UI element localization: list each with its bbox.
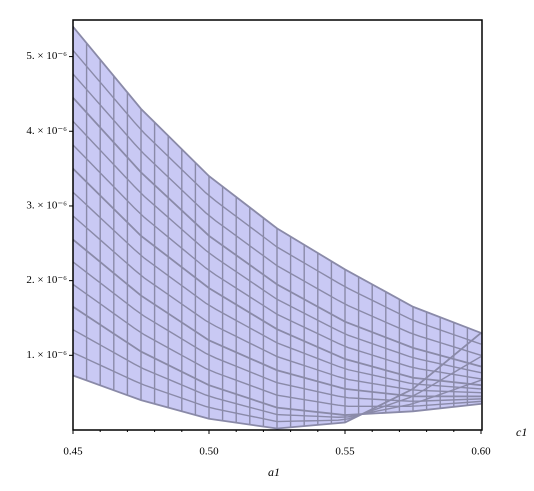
x-tick-label: 0.55: [335, 446, 355, 458]
surface-slice: [72, 97, 482, 368]
surface-slice: [72, 26, 482, 334]
x-axis-title: a1: [268, 465, 280, 479]
y-tick-label: 4. × 10⁻⁶: [26, 125, 67, 137]
y-tick-label: 5. × 10⁻⁶: [26, 50, 67, 62]
x-tick-label: 0.60: [471, 446, 491, 458]
z-axis-title: c1: [516, 425, 527, 439]
surface: [72, 25, 482, 430]
x-tick-label: 0.45: [63, 446, 83, 458]
surface-slice: [72, 332, 482, 430]
surface-slice: [72, 238, 481, 398]
surface-slice: [72, 167, 482, 387]
y-tick-label: 1. × 10⁻⁶: [26, 349, 67, 361]
y-tick-label: 2. × 10⁻⁶: [26, 274, 67, 286]
x-tick-label: 0.50: [199, 446, 219, 458]
y-tick-label: 3. × 10⁻⁶: [26, 199, 67, 211]
surface-slice: [72, 306, 482, 416]
plot-frame: [72, 19, 483, 431]
